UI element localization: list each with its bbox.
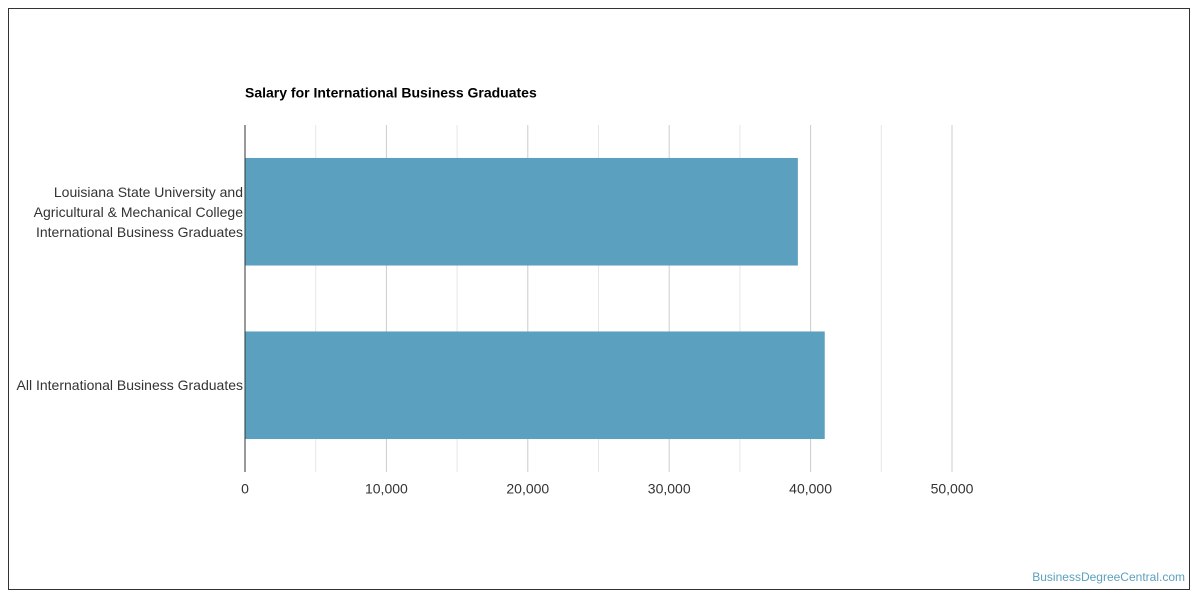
y-tick-label: Louisiana State University and Agricultu… [33,183,243,240]
bar [245,157,798,266]
x-tick-label: 50,000 [931,481,974,497]
x-tick-label: 10,000 [365,481,408,497]
x-tick-label: 30,000 [648,481,691,497]
chart-title: Salary for International Business Gradua… [245,85,537,101]
x-tick-label: 20,000 [506,481,549,497]
bar [245,331,825,440]
x-tick-label: 40,000 [789,481,832,497]
x-tick-label: 0 [241,481,249,497]
source: BusinessDegreeCentral.com [1032,570,1185,584]
frame [8,8,1190,590]
y-tick-label: All International Business Graduates [16,377,243,394]
